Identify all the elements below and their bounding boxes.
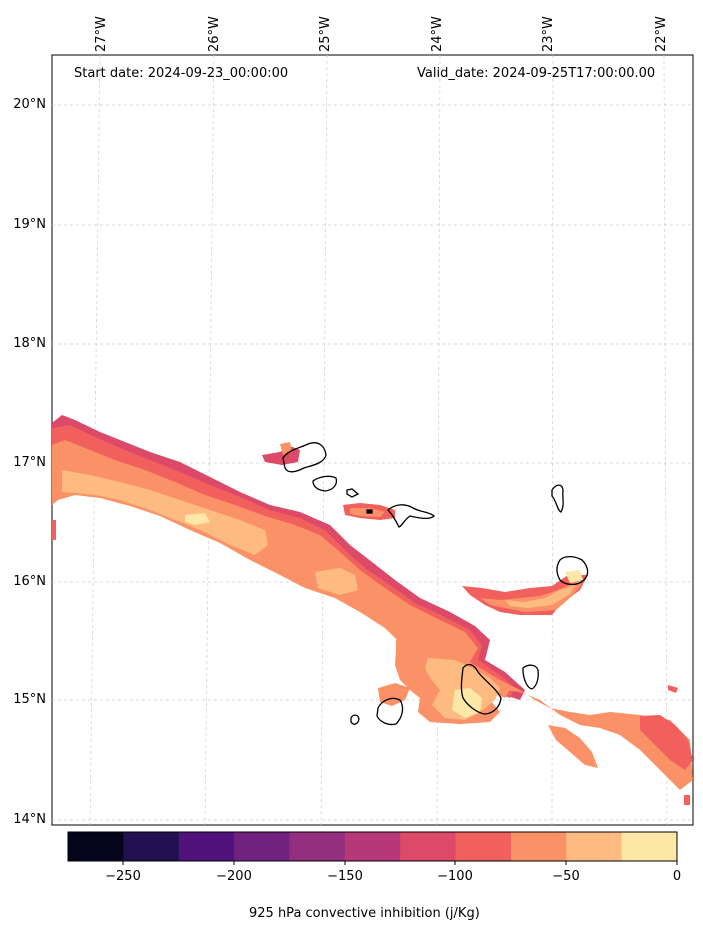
colorbar-tick-minus100: −100 [437, 869, 473, 884]
island-sao-vicente [312, 475, 338, 492]
lat-label-20n: 20°N [13, 97, 46, 112]
cin-region-peach-2 [315, 568, 358, 595]
island-santiago [460, 663, 502, 715]
islet-raso [366, 509, 373, 514]
colorbar-segment [400, 832, 457, 861]
lat-label-19n: 19°N [13, 217, 46, 232]
cin-region-east-salmon [480, 580, 585, 612]
island-boa-vista [556, 555, 589, 586]
island-santo-antao [282, 442, 327, 473]
valid-date-label: Valid_date: 2024-09-25T17:00:00.00 [417, 66, 656, 81]
colorbar-frame [67, 831, 678, 862]
lon-label-22w: 22°W [654, 16, 669, 52]
start-date-label: Start date: 2024-09-23_00:00:00 [74, 66, 289, 81]
colorbar-tick-minus200: −200 [216, 869, 252, 884]
lon-label-24w: 24°W [430, 16, 445, 52]
cin-region-east-edge-2 [684, 795, 690, 805]
cin-region-east-peach [505, 585, 575, 608]
cin-region-west-edge [52, 520, 56, 540]
colorbar-segment [455, 832, 512, 861]
cin-region-sw [548, 725, 598, 768]
cin-region-east-pale [565, 570, 583, 583]
colorbar-segment [566, 832, 623, 861]
colorbar-segment [344, 832, 401, 861]
island-sao-nicolau [387, 504, 435, 528]
cin-region-east-edge [668, 685, 678, 693]
island-santa-luzia [346, 488, 360, 498]
colorbar-segment [234, 832, 290, 861]
colorbar-segment [123, 832, 180, 861]
colorbar-tick-minus50: −50 [552, 869, 580, 884]
island-brava [350, 714, 360, 725]
island-sal [551, 484, 564, 513]
cin-region-pale-1 [185, 513, 210, 525]
colorbar-segment [510, 832, 567, 861]
colorbar [68, 832, 678, 861]
colorbar-tick-minus150: −150 [327, 869, 363, 884]
colorbar-segment [289, 832, 346, 861]
colorbar-segment [621, 832, 678, 861]
island-coastlines [282, 442, 589, 726]
colorbar-segment [68, 832, 124, 861]
island-fogo [376, 697, 404, 726]
lon-label-23w: 23°W [541, 16, 556, 52]
colorbar-tick-0: 0 [672, 869, 682, 884]
lat-label-16n: 16°N [13, 574, 46, 589]
colorbar-tick-minus250: −250 [105, 869, 141, 884]
lat-label-18n: 18°N [13, 336, 46, 351]
lat-label-14n: 14°N [13, 812, 46, 827]
map-frame [51, 54, 694, 826]
lat-label-15n: 15°N [13, 692, 46, 707]
colorbar-segment [178, 832, 235, 861]
island-maio [522, 664, 539, 690]
lon-label-25w: 25°W [318, 16, 333, 52]
colorbar-tick-marks [122, 861, 678, 865]
cin-fill-field [52, 415, 693, 805]
cin-region-south-red [640, 715, 693, 770]
lon-label-26w: 26°W [207, 16, 222, 52]
lat-label-17n: 17°N [13, 455, 46, 470]
gridlines [52, 54, 693, 826]
colorbar-label: 925 hPa convective inhibition (j/Kg) [249, 906, 480, 921]
cin-region-peach [62, 470, 268, 555]
lon-label-27w: 27°W [94, 16, 109, 52]
